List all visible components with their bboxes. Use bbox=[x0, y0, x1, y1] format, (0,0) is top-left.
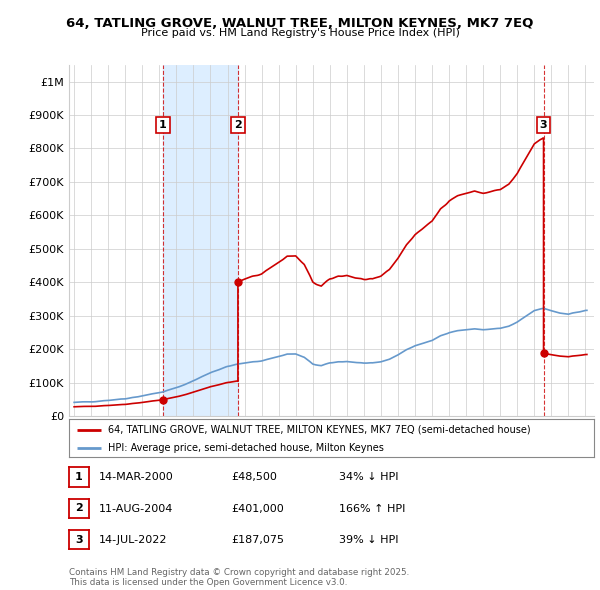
Text: 14-MAR-2000: 14-MAR-2000 bbox=[99, 473, 174, 482]
Text: HPI: Average price, semi-detached house, Milton Keynes: HPI: Average price, semi-detached house,… bbox=[109, 442, 384, 453]
Text: 2: 2 bbox=[75, 503, 83, 513]
Text: 166% ↑ HPI: 166% ↑ HPI bbox=[339, 504, 406, 513]
Text: 2: 2 bbox=[234, 120, 242, 130]
Text: 1: 1 bbox=[75, 472, 83, 482]
Text: 3: 3 bbox=[540, 120, 547, 130]
Text: 64, TATLING GROVE, WALNUT TREE, MILTON KEYNES, MK7 7EQ (semi-detached house): 64, TATLING GROVE, WALNUT TREE, MILTON K… bbox=[109, 425, 531, 435]
Text: 11-AUG-2004: 11-AUG-2004 bbox=[99, 504, 173, 513]
Text: Price paid vs. HM Land Registry's House Price Index (HPI): Price paid vs. HM Land Registry's House … bbox=[140, 28, 460, 38]
Text: £401,000: £401,000 bbox=[231, 504, 284, 513]
Text: £187,075: £187,075 bbox=[231, 535, 284, 545]
Text: 14-JUL-2022: 14-JUL-2022 bbox=[99, 535, 167, 545]
Text: 34% ↓ HPI: 34% ↓ HPI bbox=[339, 473, 398, 482]
Bar bbox=[163, 65, 238, 416]
Text: 3: 3 bbox=[75, 535, 83, 545]
Text: Contains HM Land Registry data © Crown copyright and database right 2025.
This d: Contains HM Land Registry data © Crown c… bbox=[69, 568, 409, 587]
Text: 39% ↓ HPI: 39% ↓ HPI bbox=[339, 535, 398, 545]
Text: £48,500: £48,500 bbox=[231, 473, 277, 482]
Text: 1: 1 bbox=[159, 120, 167, 130]
Text: 64, TATLING GROVE, WALNUT TREE, MILTON KEYNES, MK7 7EQ: 64, TATLING GROVE, WALNUT TREE, MILTON K… bbox=[67, 17, 533, 30]
